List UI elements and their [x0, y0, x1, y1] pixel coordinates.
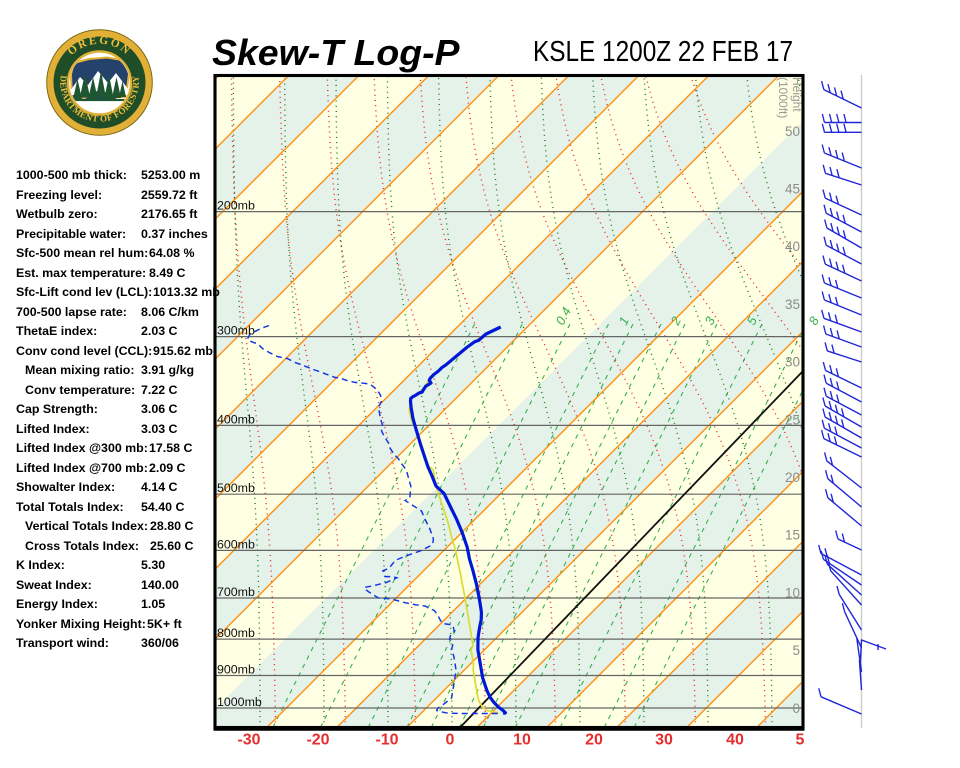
- svg-text:(1000ft): (1000ft): [776, 77, 790, 118]
- svg-text:0.4: 0.4: [552, 305, 574, 328]
- svg-text:900mb: 900mb: [217, 663, 255, 677]
- svg-text:30: 30: [785, 355, 800, 370]
- svg-text:30: 30: [655, 732, 673, 749]
- svg-text:25: 25: [785, 412, 800, 427]
- svg-text:45: 45: [785, 182, 800, 197]
- svg-text:-30: -30: [237, 732, 260, 749]
- svg-text:35: 35: [785, 297, 800, 312]
- svg-text:40: 40: [726, 732, 744, 749]
- svg-text:10: 10: [513, 732, 531, 749]
- svg-text:800mb: 800mb: [217, 626, 255, 640]
- svg-text:600mb: 600mb: [217, 537, 255, 551]
- svg-text:5: 5: [796, 732, 805, 749]
- svg-text:-10: -10: [375, 732, 398, 749]
- svg-text:400mb: 400mb: [217, 412, 255, 426]
- svg-text:20: 20: [585, 732, 603, 749]
- svg-text:0: 0: [446, 732, 455, 749]
- svg-text:10: 10: [785, 585, 800, 600]
- svg-text:15: 15: [785, 528, 800, 543]
- svg-text:700mb: 700mb: [217, 585, 255, 599]
- svg-text:-20: -20: [306, 732, 329, 749]
- svg-text:0: 0: [792, 701, 800, 716]
- svg-text:1000mb: 1000mb: [217, 695, 262, 709]
- svg-text:500mb: 500mb: [217, 481, 255, 495]
- svg-text:300mb: 300mb: [217, 324, 255, 338]
- svg-text:40: 40: [785, 239, 800, 254]
- svg-text:Height: Height: [790, 77, 804, 112]
- svg-text:200mb: 200mb: [217, 199, 255, 213]
- svg-text:20: 20: [785, 470, 800, 485]
- svg-text:50: 50: [785, 124, 800, 139]
- svg-text:5: 5: [792, 643, 800, 658]
